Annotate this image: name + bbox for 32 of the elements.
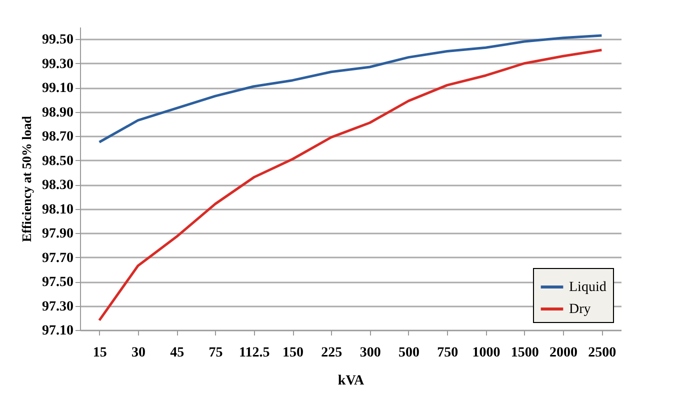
x-tick-label: 500 xyxy=(398,346,420,360)
x-tick-label: 2000 xyxy=(550,346,578,360)
x-tick-label: 112.5 xyxy=(239,346,270,360)
legend-label: Dry xyxy=(569,302,591,317)
x-tick-label: 300 xyxy=(360,346,381,360)
y-tick-label: 97.30 xyxy=(42,299,74,314)
x-tick-label: 15 xyxy=(92,346,107,360)
y-tick-label: 98.10 xyxy=(42,202,74,218)
x-tick-label: 1500 xyxy=(510,346,539,360)
x-tick-label: 2500 xyxy=(588,346,616,360)
x-tick-label: 30 xyxy=(131,346,146,360)
y-tick-label: 97.10 xyxy=(42,324,74,338)
x-axis-title: kVA xyxy=(338,374,365,388)
x-tick-label: 75 xyxy=(208,346,223,360)
y-tick-label: 99.10 xyxy=(42,81,74,96)
x-tick-label: 750 xyxy=(437,346,458,360)
y-tick-label: 98.30 xyxy=(42,178,74,194)
y-tick-label: 98.50 xyxy=(42,154,74,169)
y-tick-label: 97.90 xyxy=(42,226,74,242)
x-tick-label: 1000 xyxy=(472,346,500,360)
legend-label: Liquid xyxy=(569,280,606,295)
y-tick-label: 98.90 xyxy=(42,105,74,120)
x-tick-label: 225 xyxy=(321,346,342,360)
y-tick-label: 98.70 xyxy=(42,130,74,145)
y-tick-label: 99.50 xyxy=(42,32,74,48)
y-tick-label: 99.30 xyxy=(42,56,74,72)
x-tick-label: 45 xyxy=(170,346,184,360)
y-axis-title: Efficiency at 50% load xyxy=(19,115,34,242)
line-series xyxy=(98,34,603,144)
x-tick-label: 150 xyxy=(282,346,304,360)
y-tick-label: 97.50 xyxy=(42,275,74,290)
y-tick-label: 97.70 xyxy=(42,250,74,266)
